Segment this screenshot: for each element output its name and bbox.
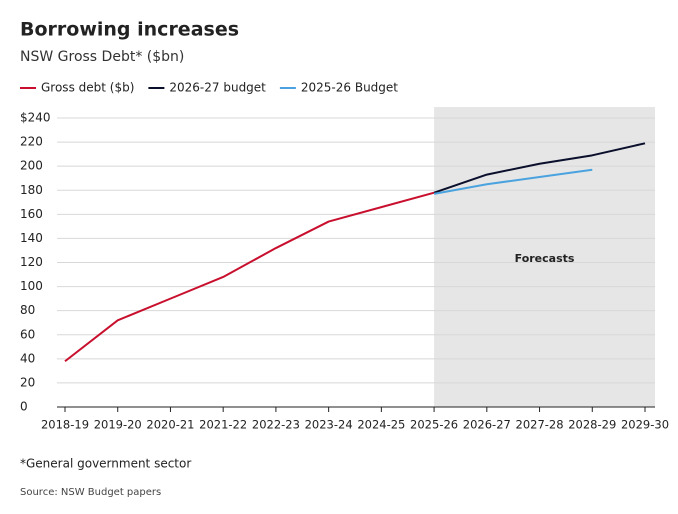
y-tick-label: $240 xyxy=(20,111,51,125)
x-tick-label: 2023-24 xyxy=(305,418,353,432)
chart-subtitle: NSW Gross Debt* ($bn) xyxy=(20,49,184,65)
chart-title: Borrowing increases xyxy=(20,19,239,41)
footnote: *General government sector xyxy=(20,457,191,471)
x-tick-label: 2018-19 xyxy=(41,418,89,432)
y-tick-label: 200 xyxy=(20,159,43,173)
y-tick-label: 140 xyxy=(20,231,43,245)
y-tick-label: 60 xyxy=(20,327,35,341)
legend-label: 2025-26 Budget xyxy=(301,81,398,95)
x-tick-label: 2025-26 xyxy=(410,418,458,432)
line-series xyxy=(433,142,646,194)
x-tick-label: 2022-23 xyxy=(252,418,300,432)
y-tick-label: 220 xyxy=(20,135,43,149)
y-tick-label: 120 xyxy=(20,255,43,269)
x-tick-label: 2021-22 xyxy=(199,418,247,432)
x-tick-label: 2019-20 xyxy=(94,418,142,432)
forecast-region xyxy=(434,107,655,407)
x-tick-label: 2020-21 xyxy=(146,418,194,432)
legend-label: 2026-27 budget xyxy=(169,81,266,95)
x-tick-label: 2024-25 xyxy=(357,418,405,432)
y-tick-label: 0 xyxy=(20,400,28,414)
x-tick-label: 2027-28 xyxy=(516,418,564,432)
x-tick-label: 2028-29 xyxy=(568,418,616,432)
y-tick-label: 100 xyxy=(20,279,43,293)
y-tick-label: 160 xyxy=(20,207,43,221)
y-tick-label: 80 xyxy=(20,303,35,317)
legend-label: Gross debt ($b) xyxy=(41,81,134,95)
y-tick-label: 40 xyxy=(20,351,35,365)
y-tick-label: 20 xyxy=(20,375,35,389)
legend: Gross debt ($b) 2026-27 budget 2025-26 Bud… xyxy=(20,81,398,95)
x-tick-label: 2029-30 xyxy=(621,418,669,432)
x-tick-label: 2026-27 xyxy=(463,418,511,432)
annotation: Forecasts xyxy=(515,252,575,265)
line-series xyxy=(64,191,435,363)
y-tick-label: 180 xyxy=(20,183,43,197)
line-series xyxy=(433,168,593,195)
source: Source: NSW Budget papers xyxy=(20,487,161,498)
